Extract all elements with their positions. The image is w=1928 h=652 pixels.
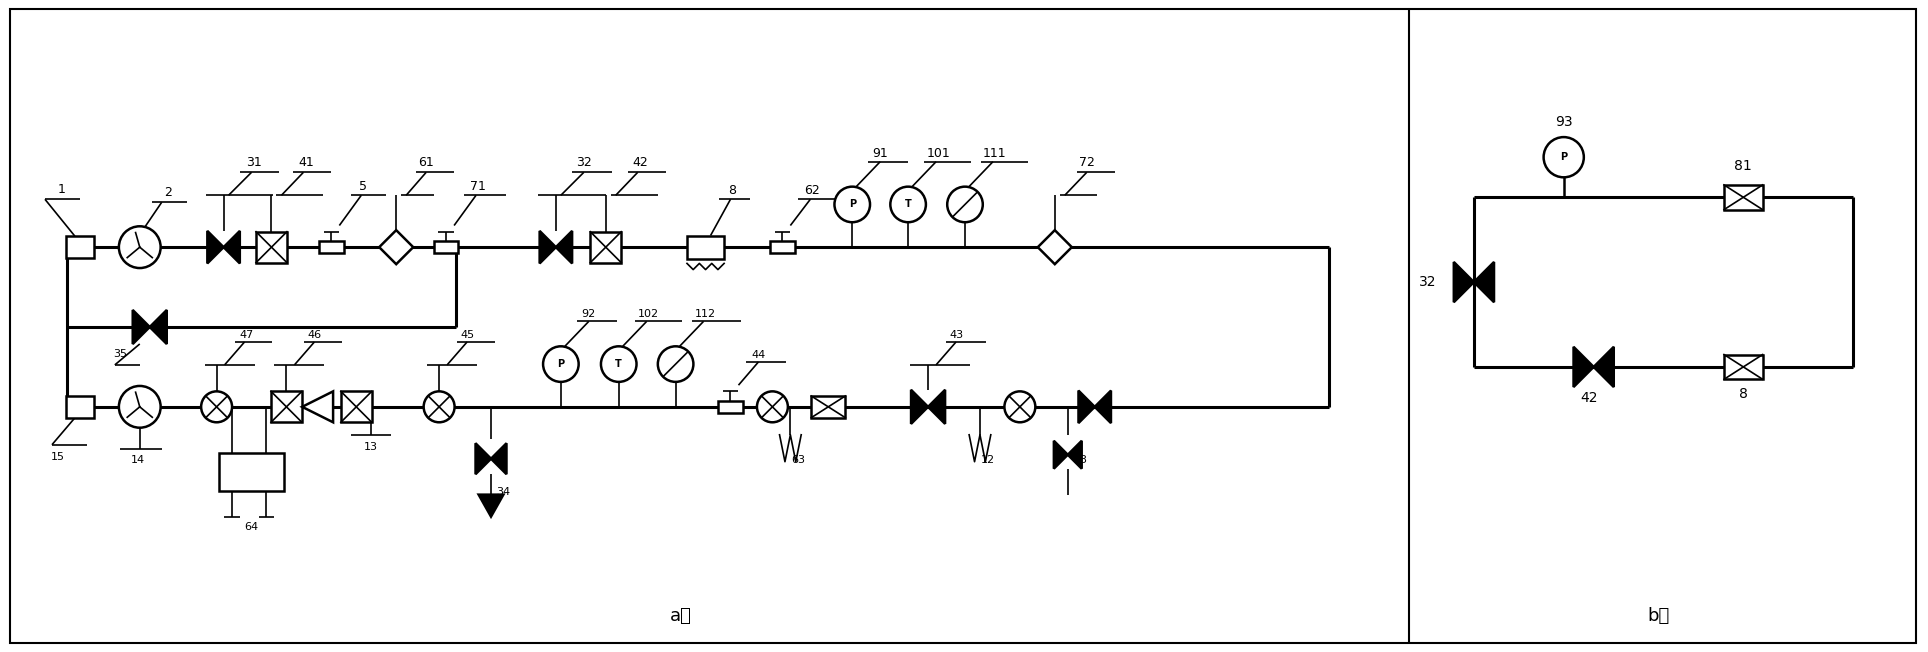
Text: 102: 102 bbox=[638, 309, 659, 319]
Text: 61: 61 bbox=[418, 156, 434, 170]
Text: 33: 33 bbox=[1072, 454, 1087, 465]
Text: 35: 35 bbox=[114, 349, 127, 359]
Text: 44: 44 bbox=[752, 350, 765, 360]
Polygon shape bbox=[208, 231, 224, 263]
Circle shape bbox=[891, 186, 925, 222]
Text: 34: 34 bbox=[495, 486, 511, 497]
Polygon shape bbox=[150, 310, 166, 344]
Bar bbox=[341, 391, 372, 422]
Polygon shape bbox=[478, 495, 503, 516]
Polygon shape bbox=[555, 231, 573, 263]
Circle shape bbox=[758, 391, 789, 422]
Bar bbox=[66, 396, 94, 418]
Polygon shape bbox=[1594, 347, 1614, 387]
Circle shape bbox=[947, 186, 983, 222]
Polygon shape bbox=[133, 310, 150, 344]
Text: 1: 1 bbox=[58, 183, 66, 196]
Text: 41: 41 bbox=[299, 156, 314, 170]
Polygon shape bbox=[1068, 441, 1082, 469]
Text: 12: 12 bbox=[981, 454, 995, 465]
Bar bbox=[220, 452, 283, 491]
Circle shape bbox=[602, 346, 636, 382]
Polygon shape bbox=[912, 390, 927, 424]
Text: 32: 32 bbox=[1419, 275, 1436, 289]
Bar bbox=[272, 391, 303, 422]
Text: 63: 63 bbox=[790, 454, 806, 465]
Bar bbox=[318, 241, 343, 254]
Text: 62: 62 bbox=[804, 185, 819, 198]
Text: 31: 31 bbox=[245, 156, 262, 170]
Text: 46: 46 bbox=[307, 330, 322, 340]
Polygon shape bbox=[1078, 391, 1095, 423]
Text: 64: 64 bbox=[245, 522, 258, 531]
Bar bbox=[717, 400, 742, 413]
Text: 72: 72 bbox=[1080, 156, 1095, 170]
Polygon shape bbox=[1055, 441, 1068, 469]
Text: a）: a） bbox=[669, 608, 692, 625]
Text: 112: 112 bbox=[694, 309, 715, 319]
Text: 13: 13 bbox=[364, 442, 378, 452]
Text: 45: 45 bbox=[461, 330, 474, 340]
Polygon shape bbox=[303, 391, 334, 422]
Polygon shape bbox=[492, 443, 507, 474]
Circle shape bbox=[544, 346, 578, 382]
Text: 93: 93 bbox=[1554, 115, 1573, 129]
Polygon shape bbox=[1095, 391, 1111, 423]
Polygon shape bbox=[927, 390, 945, 424]
Circle shape bbox=[1544, 137, 1583, 177]
Text: 101: 101 bbox=[925, 147, 951, 160]
Circle shape bbox=[120, 386, 160, 428]
Text: 8: 8 bbox=[1739, 387, 1749, 401]
Polygon shape bbox=[1473, 262, 1494, 302]
Text: 81: 81 bbox=[1735, 159, 1753, 173]
Circle shape bbox=[657, 346, 694, 382]
Text: 14: 14 bbox=[131, 454, 145, 465]
Text: P: P bbox=[848, 200, 856, 209]
Text: P: P bbox=[557, 359, 565, 369]
Polygon shape bbox=[1573, 347, 1594, 387]
Text: b）: b） bbox=[1647, 608, 1670, 625]
Circle shape bbox=[1004, 391, 1035, 422]
Text: 32: 32 bbox=[576, 156, 592, 170]
Text: 92: 92 bbox=[582, 309, 596, 319]
Bar bbox=[66, 236, 94, 258]
Text: 111: 111 bbox=[983, 147, 1006, 160]
Text: 15: 15 bbox=[50, 452, 66, 462]
Bar bbox=[686, 235, 725, 259]
Text: T: T bbox=[615, 359, 623, 369]
Bar bbox=[1724, 185, 1762, 210]
Text: 47: 47 bbox=[239, 330, 254, 340]
Circle shape bbox=[424, 391, 455, 422]
Circle shape bbox=[835, 186, 870, 222]
Polygon shape bbox=[224, 231, 239, 263]
Bar bbox=[1724, 355, 1762, 379]
Text: 2: 2 bbox=[164, 186, 172, 200]
Bar bbox=[256, 231, 287, 263]
Polygon shape bbox=[476, 443, 492, 474]
Polygon shape bbox=[1454, 262, 1473, 302]
Text: T: T bbox=[904, 200, 912, 209]
Text: 71: 71 bbox=[470, 181, 486, 193]
Circle shape bbox=[120, 226, 160, 268]
Bar bbox=[769, 241, 794, 254]
Text: 42: 42 bbox=[1579, 391, 1598, 405]
Bar bbox=[590, 231, 621, 263]
Bar bbox=[434, 241, 459, 254]
Text: 43: 43 bbox=[949, 330, 964, 340]
Polygon shape bbox=[380, 230, 413, 264]
Polygon shape bbox=[1037, 230, 1072, 264]
Text: 91: 91 bbox=[871, 147, 889, 160]
Text: 42: 42 bbox=[632, 156, 648, 170]
Text: 5: 5 bbox=[359, 181, 366, 193]
Text: 8: 8 bbox=[729, 185, 736, 198]
Text: P: P bbox=[1560, 152, 1567, 162]
Bar bbox=[812, 396, 844, 418]
Circle shape bbox=[201, 391, 231, 422]
Polygon shape bbox=[540, 231, 555, 263]
